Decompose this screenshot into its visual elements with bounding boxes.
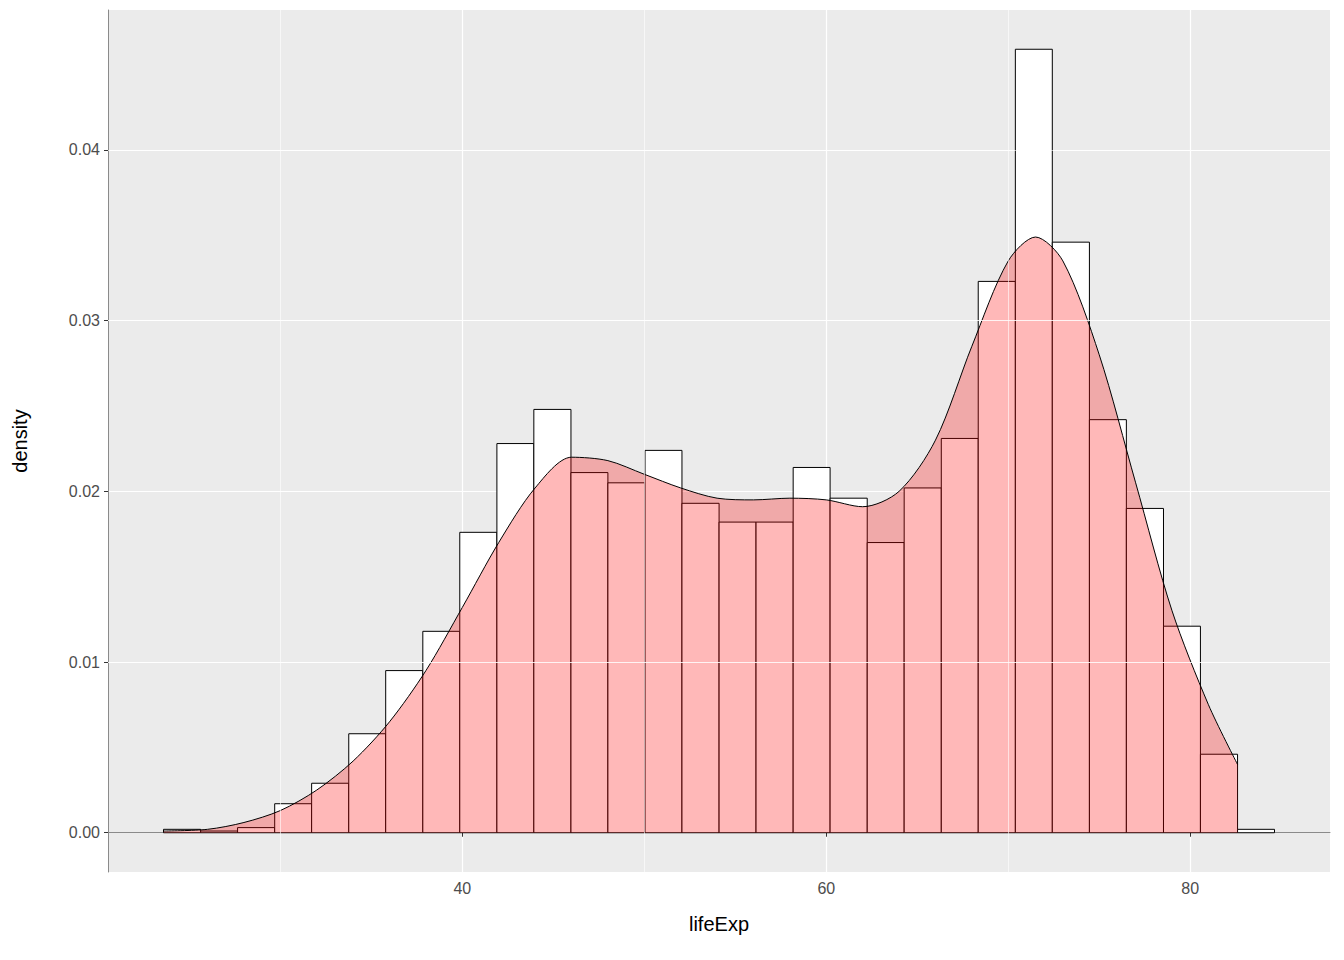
svg-text:40: 40 (453, 880, 471, 897)
svg-text:0.00: 0.00 (69, 824, 100, 841)
svg-text:0.02: 0.02 (69, 483, 100, 500)
svg-text:0.01: 0.01 (69, 654, 100, 671)
svg-text:0.03: 0.03 (69, 312, 100, 329)
svg-text:80: 80 (1181, 880, 1199, 897)
svg-text:60: 60 (817, 880, 835, 897)
svg-text:density: density (9, 409, 31, 472)
svg-text:0.04: 0.04 (69, 141, 100, 158)
svg-text:lifeExp: lifeExp (689, 913, 749, 935)
